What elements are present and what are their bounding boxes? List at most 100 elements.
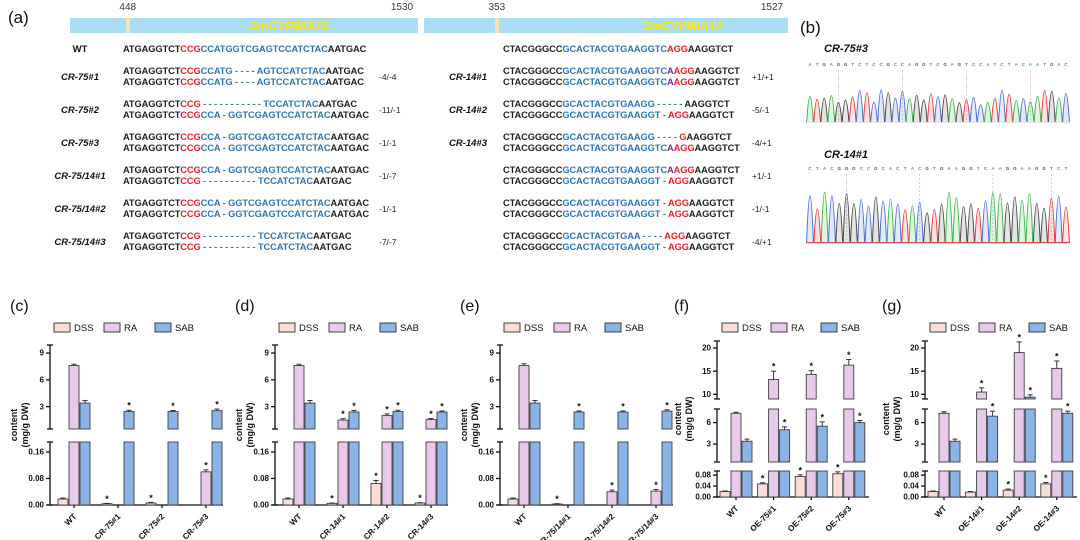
sequence-segment: CCA	[200, 209, 221, 219]
indel-annotation: -1/-1	[752, 204, 770, 214]
peak	[870, 101, 878, 123]
trace-label: CR-14#1	[824, 149, 868, 161]
y-tick-label: 3	[915, 440, 920, 449]
peak	[864, 205, 873, 243]
sequence-segment: - - - - - - - - - - -	[200, 99, 264, 109]
peak	[1003, 202, 1012, 243]
cut-position: 353	[488, 2, 506, 13]
base-letter: G	[845, 166, 849, 171]
sequence-line: CTACGGGCCGCACTACGTGAA - - - - AGGAAGGTCT	[503, 231, 748, 242]
peak	[841, 99, 850, 123]
significance-asterisk: *	[127, 401, 131, 411]
sequence-line: ATGAGGTCTCCGCCA - GGTCGAGTCCATCTACAATGAC	[123, 143, 375, 154]
base-letter: G	[838, 166, 842, 171]
peak	[1019, 98, 1028, 123]
base-letter: A	[830, 62, 834, 67]
sequence-segment: CTACGGGCC	[503, 44, 563, 54]
bar-dss-oe-75-2	[794, 476, 806, 498]
sequence-segment: GGTCGAGTCCATCTAC	[228, 143, 331, 153]
sequence-segment: GCACTACGTGAAGG	[562, 99, 655, 109]
x-tick-label: CR-14#1	[318, 512, 348, 540]
sequence-lines: ATGAGGTCTCCGCCATG - - - - AGTCCATCTACAAT…	[123, 66, 396, 88]
y-tick-label: 15	[910, 367, 919, 376]
x-tick-label: CR-75/14#2	[579, 512, 617, 540]
peak	[990, 98, 999, 123]
sequence-segment: GCACTACGTGAAGGTC	[562, 165, 667, 175]
sequence-segment: CCG	[180, 209, 201, 219]
peak	[952, 197, 961, 243]
sequence-segment: CCG	[180, 66, 201, 76]
peak	[974, 208, 983, 243]
bar-ra-cr-75-14-2	[606, 491, 618, 506]
bar-sab-cr-75-1	[123, 441, 135, 506]
base-letter: G	[874, 166, 878, 171]
sequence-segment: CCG	[180, 143, 201, 153]
peak	[1047, 90, 1056, 123]
panel-letter: (d)	[235, 298, 255, 315]
allele-label: CR-14#1	[448, 71, 488, 83]
alignment-table-smcyp98a14: CTACGGGCCGCACTACGTGAAGGTCAGGAAGGTCT CR-14…	[433, 44, 774, 253]
bar-sab-cr-14-2	[392, 441, 404, 506]
peak	[923, 212, 931, 243]
significance-asterisk: *	[374, 471, 378, 481]
base-letter: A	[911, 166, 915, 171]
bar-ra-oe-14-3	[1051, 408, 1063, 463]
bar-sab-oe-75-2	[816, 425, 828, 463]
sequence-segment: AAGGTCT	[694, 165, 740, 175]
base-letter: T	[816, 62, 819, 67]
alignment-row: CTACGGGCCGCACTACGTGAAGGTCAAGGAAGGTCT CTAC…	[433, 165, 772, 187]
significance-asterisk: *	[396, 401, 400, 411]
peak	[1054, 97, 1063, 123]
sequence-segment: AAGGTCT	[687, 44, 734, 54]
sequence-line: CTACGGGCCGCACTACGTGAAGGTCAGGAAGGTCT	[503, 44, 748, 55]
legend-swatch-dss	[278, 322, 296, 333]
sequence-segment: - - - - - - - - - -	[200, 242, 258, 252]
significance-asterisk: *	[1044, 473, 1048, 483]
sequence-segment: - - - -	[232, 77, 257, 87]
bar-ra-cr-14-2	[381, 415, 393, 430]
y-tick-label: 0.16	[28, 448, 44, 457]
x-tick-label: WT	[513, 512, 528, 527]
sequence-line: CTACGGGCCGCACTACGTGAAGGT - AGGAAGGTCT	[503, 242, 748, 253]
alignment-row: CR-75/14#3 ATGAGGTCTCCG - - - - - - - - -…	[37, 231, 396, 253]
sequence-segment: CCG	[180, 198, 201, 208]
sequence-segment: CCATG	[200, 77, 233, 87]
peak	[1040, 89, 1049, 123]
peak	[937, 203, 946, 243]
sequence-segment: AAGGTCT	[688, 110, 735, 120]
bar-dss-wt	[719, 491, 731, 498]
base-letter: C	[867, 166, 871, 171]
bar-sab-wt	[304, 441, 316, 506]
base-letter: C	[830, 166, 834, 171]
base-letter: T	[994, 62, 997, 67]
significance-asterisk: *	[1017, 332, 1021, 342]
peak	[820, 191, 829, 243]
bar-ra-cr-14-1	[337, 419, 349, 430]
sequence-lines: CTACGGGCCGCACTACGTGAA - - - - AGGAAGGTCT…	[503, 231, 772, 253]
sequence-line: CTACGGGCCGCACTACGTGAAGGTCAAGGAAGGTCT	[503, 143, 748, 154]
significance-asterisk: *	[991, 402, 995, 412]
sequence-segment: -	[220, 165, 229, 175]
y-axis-title: content	[9, 409, 19, 442]
trace-label: CR-75#3	[824, 43, 868, 55]
peak	[806, 96, 814, 123]
bar-sab-cr-14-1	[348, 411, 360, 430]
alignment-row: CR-14#1 CTACGGGCCGCACTACGTGAAGGTCAAGGAAGG…	[433, 66, 774, 88]
sequence-segment: A	[666, 165, 674, 175]
base-letter: C	[918, 166, 922, 171]
sequence-segment: AATGAC	[330, 165, 370, 175]
base-letter: C	[894, 62, 898, 67]
y-tick-label: 20	[910, 344, 919, 353]
legend-label-dss: DSS	[74, 323, 94, 334]
peak	[835, 203, 844, 243]
peak	[967, 203, 975, 243]
sequence-segment: ATGAGGTCT	[123, 176, 181, 186]
sequence-segment: GCACTACGTGAAGGT	[562, 198, 661, 208]
gene-bar	[70, 18, 418, 33]
peak	[945, 191, 953, 243]
legend-swatch-sab	[154, 322, 172, 333]
significance-asterisk: *	[1066, 402, 1070, 412]
y-tick-label: 3	[40, 402, 45, 411]
sequence-segment: A	[666, 77, 674, 87]
alignment-table-smcyp98a75: WT ATGAGGTCTCCGCCATGGTCGAGTCCATCTACAATGAC…	[37, 44, 400, 253]
